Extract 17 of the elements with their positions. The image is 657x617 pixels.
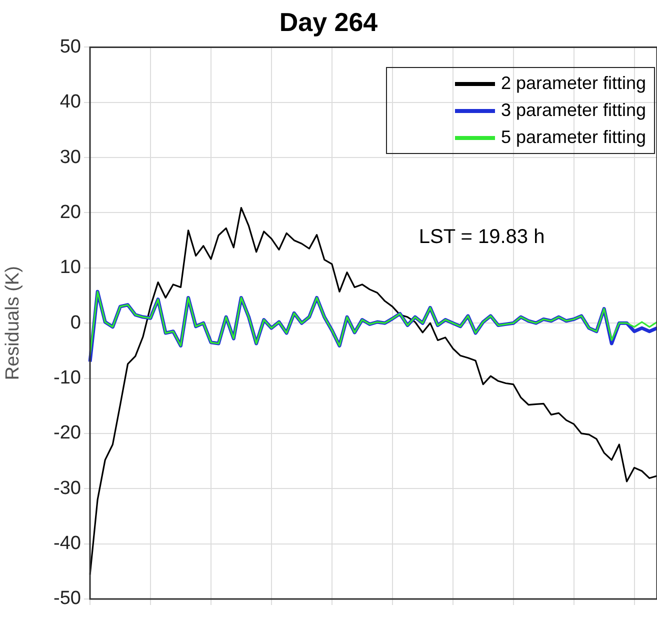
legend-label: 5 parameter fitting: [501, 127, 646, 148]
annotation: LST = 19.83 h: [418, 226, 545, 248]
y-tick-label: 20: [60, 202, 81, 223]
y-tick-label: 0: [70, 312, 81, 334]
y-tick-label: 30: [60, 146, 81, 168]
legend-label: 2 parameter fitting: [501, 73, 646, 94]
y-tick-label: 10: [60, 257, 81, 278]
y-tick-label: 50: [60, 36, 81, 58]
y-tick-label: -30: [54, 478, 81, 499]
y-tick-label: -40: [54, 533, 81, 554]
y-tick-label: -20: [54, 422, 81, 444]
y-tick-label: 40: [60, 92, 81, 113]
legend-label: 3 parameter fitting: [501, 100, 646, 122]
y-axis-title: Residuals (K): [2, 266, 24, 380]
y-tick-label: -10: [54, 368, 81, 389]
y-tick-label: -50: [54, 588, 81, 610]
chart-title: Day 264: [279, 6, 378, 37]
